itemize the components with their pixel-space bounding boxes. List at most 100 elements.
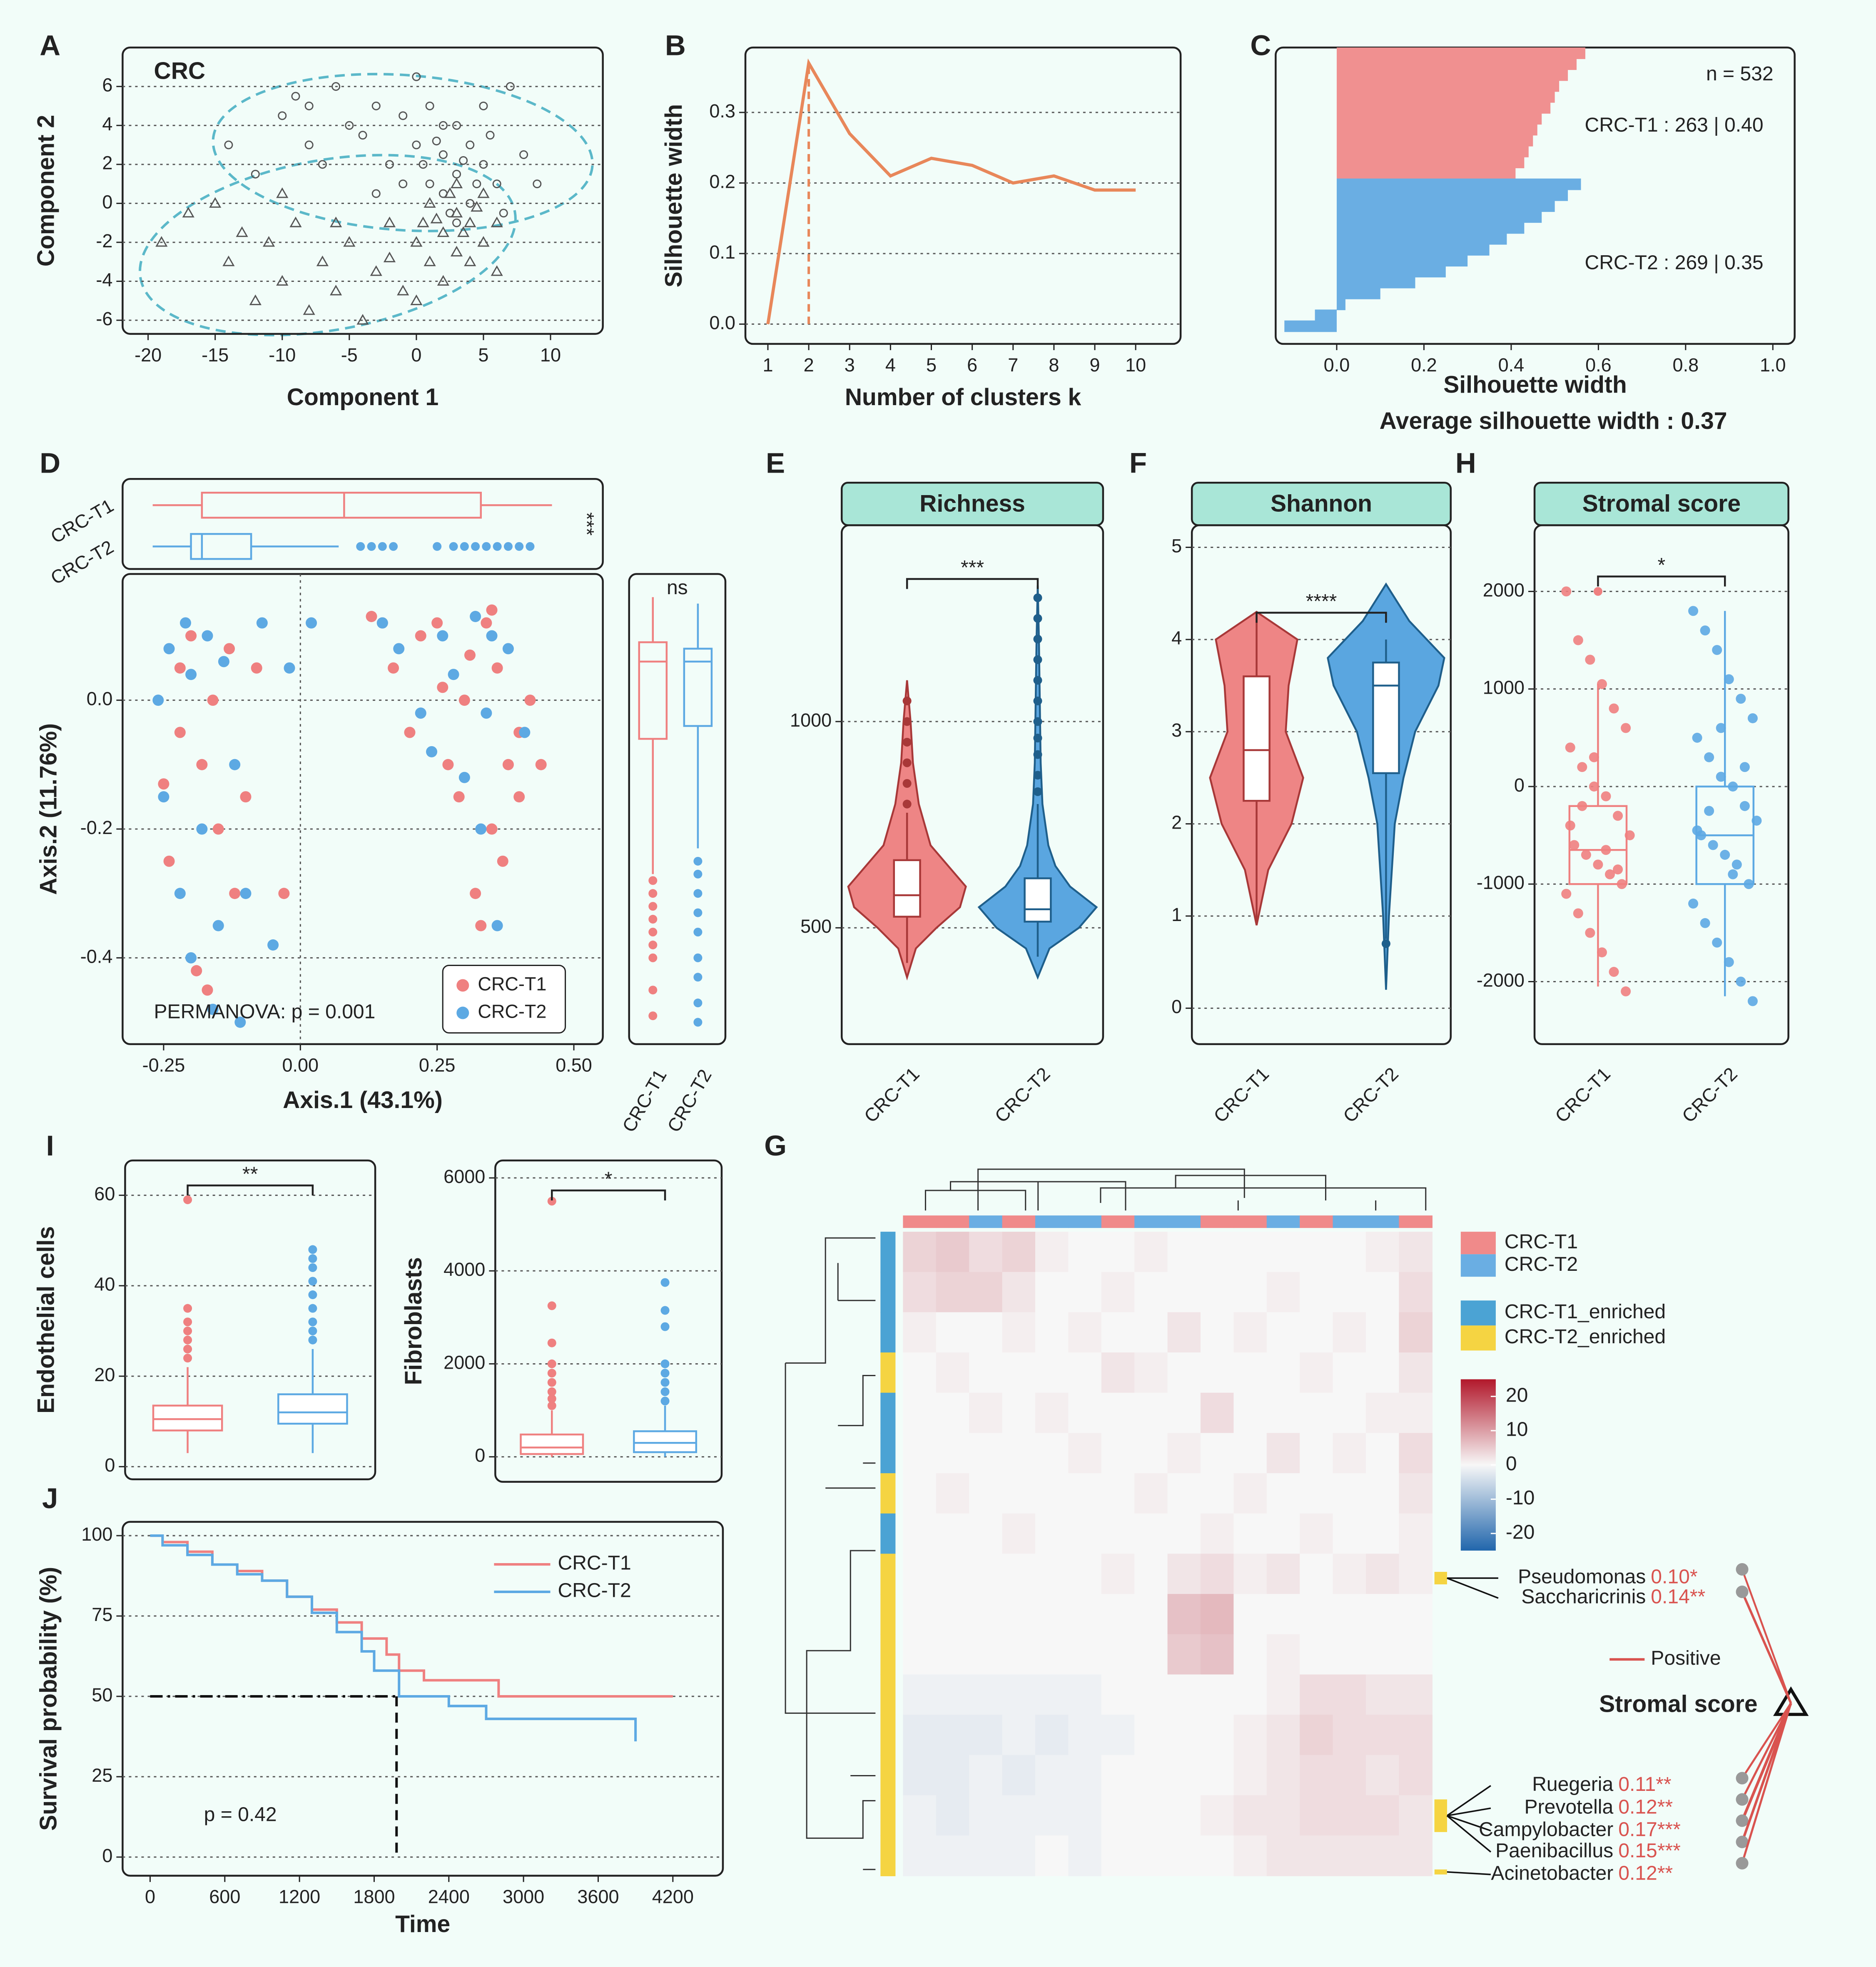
- row-annotation: [880, 1392, 896, 1434]
- point: [519, 727, 531, 738]
- y-tick-label: 2: [102, 152, 112, 174]
- heatmap-cell: [1200, 1715, 1234, 1755]
- outlier: [389, 542, 398, 551]
- point: [393, 643, 405, 655]
- heatmap-cell: [1333, 1715, 1367, 1755]
- box: [638, 641, 668, 740]
- point: [1597, 679, 1607, 689]
- heatmap-cell: [1101, 1715, 1135, 1755]
- outlier: [183, 1317, 192, 1327]
- point: [502, 643, 514, 655]
- heatmap-cell: [1399, 1835, 1433, 1876]
- chart-title: CRC: [154, 57, 206, 84]
- legend-label: CRC-T1: [558, 1552, 631, 1574]
- footnote: Average silhouette width : 0.37: [1380, 408, 1727, 434]
- title-strip: [841, 481, 1104, 526]
- box: [190, 533, 252, 560]
- significance-label: ***: [576, 512, 598, 535]
- point: [1692, 732, 1702, 743]
- point: [1736, 976, 1746, 987]
- heatmap-cell: [903, 1674, 937, 1716]
- leader-line: [1447, 1807, 1491, 1817]
- y-axis-label: Fibroblasts: [400, 1257, 427, 1385]
- heatmap-cell: [1035, 1835, 1069, 1876]
- heatmap-cell: [1035, 1715, 1069, 1755]
- significance-label: *: [1657, 554, 1665, 576]
- heatmap-cell: [1134, 1554, 1168, 1595]
- point: [366, 611, 377, 622]
- outlier: [449, 542, 458, 551]
- taxon-label: Pseudomonas: [1518, 1566, 1646, 1588]
- y-tick-label: 3: [1171, 720, 1182, 741]
- legend-swatch: [1460, 1300, 1496, 1326]
- bar: [1336, 124, 1537, 136]
- heatmap-cell: [1266, 1272, 1300, 1313]
- outlier: [693, 1018, 703, 1027]
- heatmap-cell: [1333, 1352, 1367, 1393]
- heatmap-cell: [1365, 1473, 1400, 1514]
- point: [306, 617, 317, 629]
- colorbar: [1460, 1379, 1496, 1551]
- point: [224, 643, 235, 655]
- heatmap-cell: [903, 1352, 937, 1393]
- heatmap-cell: [1002, 1392, 1036, 1434]
- y-tick-label: -2: [96, 230, 112, 251]
- heatmap-cell: [1035, 1755, 1069, 1796]
- heatmap-cell: [1233, 1554, 1267, 1595]
- heatmap-cell: [1200, 1795, 1234, 1836]
- outlier: [1033, 593, 1042, 603]
- heatmap-cell: [1266, 1513, 1300, 1554]
- heatmap-cell: [1399, 1433, 1433, 1474]
- point: [179, 617, 191, 629]
- heatmap-cell: [1365, 1272, 1400, 1313]
- heatmap-cell: [1399, 1795, 1433, 1836]
- bar: [1336, 189, 1568, 201]
- point: [457, 226, 470, 237]
- x-tick-label: 1800: [353, 1886, 395, 1907]
- heatmap-cell: [1333, 1473, 1367, 1514]
- x-axis-label: Component 1: [287, 384, 438, 411]
- point: [155, 236, 168, 247]
- legend-label: CRC-T2: [1505, 1253, 1578, 1275]
- heatmap-cell: [969, 1433, 1003, 1474]
- significance-label: ns: [667, 577, 688, 599]
- annotation: PERMANOVA: p = 0.001: [154, 1001, 376, 1023]
- point: [267, 939, 279, 951]
- point: [196, 759, 208, 770]
- bar: [1336, 146, 1529, 157]
- leader-line: [1447, 1815, 1491, 1832]
- heatmap-cell: [969, 1473, 1003, 1514]
- point: [370, 265, 382, 276]
- heatmap-cell: [1068, 1795, 1102, 1836]
- outlier: [1033, 734, 1042, 743]
- heatmap-cell: [1167, 1312, 1201, 1353]
- heatmap-cell: [1266, 1594, 1300, 1635]
- heatmap-cell: [1233, 1433, 1267, 1474]
- target-node: [1773, 1686, 1809, 1716]
- box: [893, 859, 921, 918]
- outlier: [660, 1369, 670, 1378]
- heatmap-cell: [1399, 1312, 1433, 1353]
- heatmap-cell: [969, 1352, 1003, 1393]
- point: [1692, 825, 1702, 836]
- point: [236, 226, 248, 237]
- heatmap-cell: [1399, 1715, 1433, 1755]
- dendrogram-branches: [924, 1168, 1427, 1211]
- annotation: CRC-T2 : 269 | 0.35: [1585, 251, 1764, 274]
- point: [448, 669, 459, 680]
- point: [425, 179, 434, 189]
- heatmap-cell: [903, 1795, 937, 1836]
- y-tick-label: 20: [94, 1364, 115, 1385]
- x-tick-label: 4: [885, 354, 896, 376]
- heatmap-cell: [903, 1513, 937, 1554]
- heatmap-cell: [1002, 1715, 1036, 1755]
- point: [486, 604, 498, 616]
- plot-frame: [744, 46, 1182, 345]
- outlier: [367, 542, 376, 551]
- bar: [1284, 320, 1337, 332]
- heatmap-cell: [1002, 1795, 1036, 1836]
- heatmap-cell: [1167, 1352, 1201, 1393]
- heatmap-cell: [1035, 1312, 1069, 1353]
- point: [458, 695, 470, 706]
